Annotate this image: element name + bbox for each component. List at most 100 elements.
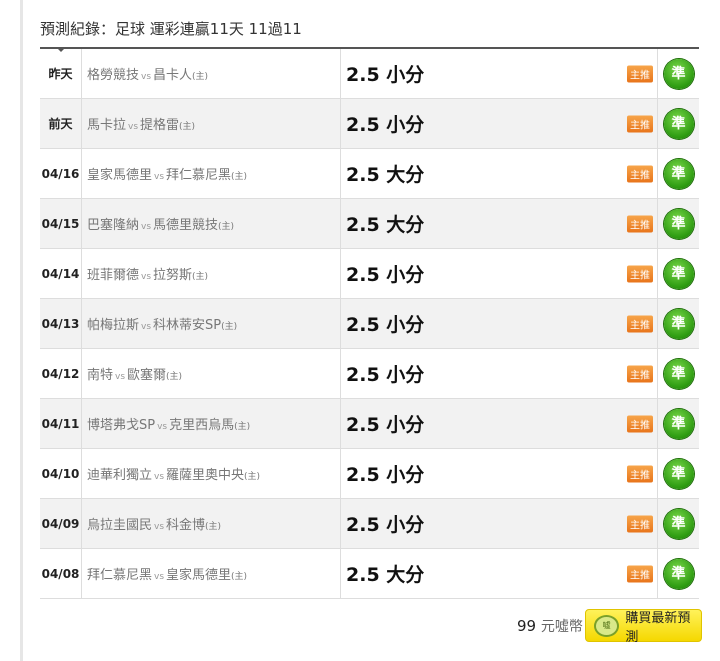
away-team: 帕梅拉斯 (87, 318, 140, 333)
vs-label: vs (141, 72, 152, 82)
row-match[interactable]: 烏拉圭國民 vs 科金博(主) (81, 498, 341, 549)
row-pick: 2.5 小分 主推 (340, 498, 658, 549)
vs-label: vs (141, 272, 152, 282)
table-row: 04/09 烏拉圭國民 vs 科金博(主) 2.5 小分 主推 準 (40, 498, 699, 549)
row-match[interactable]: 巴塞隆納 vs 馬德里競技(主) (81, 198, 341, 249)
home-marker: (主) (205, 522, 222, 532)
away-team: 馬卡拉 (87, 118, 127, 133)
featured-badge: 主推 (627, 65, 653, 82)
home-team: 科林蒂安SP (153, 318, 222, 333)
home-team: 羅薩里奧中央 (166, 468, 245, 483)
vs-label: vs (154, 572, 165, 582)
featured-badge: 主推 (627, 165, 653, 182)
correct-icon: 準 (663, 508, 694, 539)
home-team: 昌卡人 (153, 68, 193, 83)
row-date: 04/14 (40, 248, 82, 299)
row-match[interactable]: 格勞競技 vs 昌卡人(主) (81, 48, 341, 99)
row-pick: 2.5 小分 主推 (340, 48, 658, 99)
home-team: 克里西烏馬 (169, 418, 235, 433)
pick-value: 2.5 小分 (346, 114, 425, 136)
row-pick: 2.5 小分 主推 (340, 348, 658, 399)
prediction-table: 昨天 格勞競技 vs 昌卡人(主) 2.5 小分 主推 準前天 馬卡拉 vs 提格雷(主)… (40, 47, 699, 599)
correct-icon: 準 (663, 108, 694, 139)
row-result: 準 (657, 248, 699, 299)
pick-value: 2.5 大分 (346, 214, 425, 236)
table-row: 04/15 巴塞隆納 vs 馬德里競技(主) 2.5 大分 主推 準 (40, 198, 699, 249)
featured-badge: 主推 (627, 265, 653, 282)
row-date: 前天 (40, 98, 82, 149)
row-match[interactable]: 拜仁慕尼黑 vs 皇家馬德里(主) (81, 548, 341, 599)
price-unit: 元噓幣 (540, 619, 583, 635)
home-team: 歐塞爾 (127, 368, 167, 383)
row-result: 準 (657, 98, 699, 149)
buy-label: 購買最新預測 (625, 610, 691, 645)
vs-label: vs (115, 372, 126, 382)
home-team: 拉努斯 (153, 268, 193, 283)
row-pick: 2.5 小分 主推 (340, 398, 658, 449)
row-match[interactable]: 班菲爾德 vs 拉努斯(主) (81, 248, 341, 299)
row-date: 04/13 (40, 298, 82, 349)
home-marker: (主) (192, 272, 209, 282)
row-date: 昨天 (40, 48, 82, 99)
row-match[interactable]: 馬卡拉 vs 提格雷(主) (81, 98, 341, 149)
caret-down-icon (56, 47, 66, 52)
row-result: 準 (657, 398, 699, 449)
home-marker: (主) (244, 472, 261, 482)
row-match[interactable]: 皇家馬德里 vs 拜仁慕尼黑(主) (81, 148, 341, 199)
row-result: 準 (657, 198, 699, 249)
table-row: 04/14 班菲爾德 vs 拉努斯(主) 2.5 小分 主推 準 (40, 248, 699, 299)
correct-icon: 準 (663, 558, 694, 589)
pick-value: 2.5 小分 (346, 414, 425, 436)
row-match[interactable]: 帕梅拉斯 vs 科林蒂安SP(主) (81, 298, 341, 349)
away-team: 烏拉圭國民 (87, 518, 153, 533)
correct-icon: 準 (663, 458, 694, 489)
row-result: 準 (657, 498, 699, 549)
price-value: 99 (517, 617, 537, 635)
away-team: 拜仁慕尼黑 (87, 568, 153, 583)
pick-value: 2.5 小分 (346, 264, 425, 286)
row-date: 04/15 (40, 198, 82, 249)
correct-icon: 準 (663, 358, 694, 389)
pick-value: 2.5 小分 (346, 514, 425, 536)
row-result: 準 (657, 298, 699, 349)
row-match[interactable]: 迪華利獨立 vs 羅薩里奧中央(主) (81, 448, 341, 499)
home-team: 馬德里競技 (153, 218, 219, 233)
vs-label: vs (154, 522, 165, 532)
vs-label: vs (154, 472, 165, 482)
featured-badge: 主推 (627, 565, 653, 582)
buy-latest-prediction-button[interactable]: 噓 購買最新預測 (585, 609, 702, 645)
row-match[interactable]: 南特 vs 歐塞爾(主) (81, 348, 341, 399)
row-result: 準 (657, 348, 699, 399)
row-result: 準 (657, 148, 699, 199)
left-border (20, 0, 23, 661)
away-team: 班菲爾德 (87, 268, 140, 283)
table-row: 昨天 格勞競技 vs 昌卡人(主) 2.5 小分 主推 準 (40, 48, 699, 99)
correct-icon: 準 (663, 308, 694, 339)
away-team: 皇家馬德里 (87, 168, 153, 183)
vs-label: vs (141, 222, 152, 232)
row-pick: 2.5 小分 主推 (340, 248, 658, 299)
home-marker: (主) (231, 572, 248, 582)
pick-value: 2.5 小分 (346, 464, 425, 486)
home-marker: (主) (218, 222, 235, 232)
table-row: 04/08 拜仁慕尼黑 vs 皇家馬德里(主) 2.5 大分 主推 準 (40, 548, 699, 599)
pick-value: 2.5 大分 (346, 164, 425, 186)
featured-badge: 主推 (627, 315, 653, 332)
home-marker: (主) (166, 372, 183, 382)
table-row: 04/12 南特 vs 歐塞爾(主) 2.5 小分 主推 準 (40, 348, 699, 399)
coin-icon: 噓 (594, 614, 620, 637)
pick-value: 2.5 小分 (346, 364, 425, 386)
correct-icon: 準 (663, 208, 694, 239)
vs-label: vs (154, 172, 165, 182)
pick-value: 2.5 小分 (346, 314, 425, 336)
row-date: 04/12 (40, 348, 82, 399)
home-team: 皇家馬德里 (166, 568, 232, 583)
row-result: 準 (657, 448, 699, 499)
featured-badge: 主推 (627, 215, 653, 232)
page-title: 預測紀錄：足球 運彩連贏11天 11過11 (40, 20, 302, 38)
row-date: 04/09 (40, 498, 82, 549)
row-match[interactable]: 博塔弗戈SP vs 克里西烏馬(主) (81, 398, 341, 449)
home-marker: (主) (179, 122, 196, 132)
home-team: 科金博 (166, 518, 206, 533)
table-row: 04/13 帕梅拉斯 vs 科林蒂安SP(主) 2.5 小分 主推 準 (40, 298, 699, 349)
